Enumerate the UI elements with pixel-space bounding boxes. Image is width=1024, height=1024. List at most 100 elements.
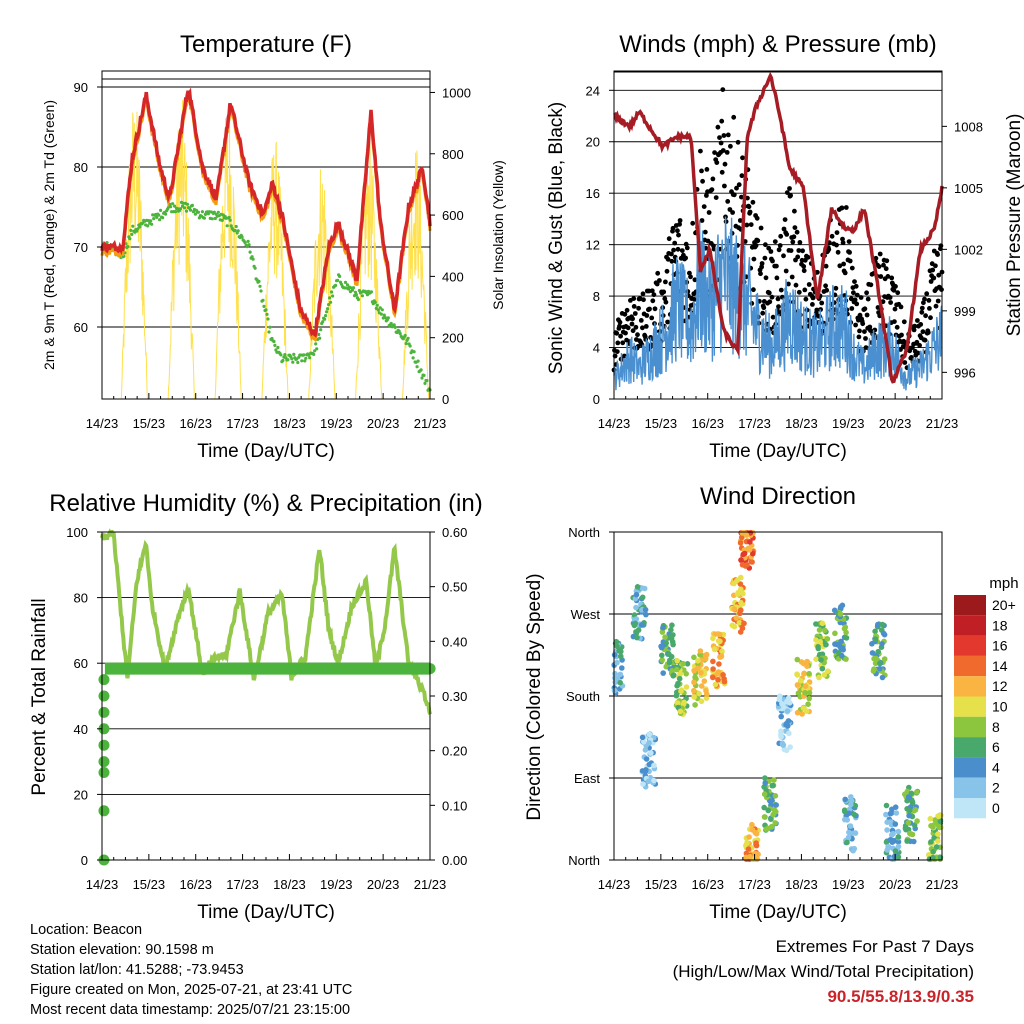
gust-point [661, 289, 667, 295]
direction-point [651, 762, 657, 769]
extremes-box: Extremes For Past 7 Days (High/Low/Max W… [673, 934, 974, 1009]
legend-swatch [954, 798, 986, 819]
gust-point [933, 263, 938, 269]
dewpoint-point [411, 356, 415, 360]
direction-point [926, 852, 932, 858]
direction-point [741, 620, 747, 627]
direction-point [872, 628, 878, 635]
winds-title: Winds (mph) & Pressure (mb) [619, 31, 936, 58]
gust-point [766, 290, 772, 296]
direction-point [794, 709, 801, 716]
y-tick-label: 16 [586, 186, 600, 201]
gust-point [762, 255, 768, 261]
gust-point [784, 232, 790, 237]
temperature-xlabel: Time (Day/UTC) [197, 441, 335, 462]
direction-point [618, 648, 624, 655]
gust-point [768, 249, 774, 254]
gust-point [792, 208, 797, 214]
gust-point [629, 321, 635, 327]
gust-point [750, 199, 756, 205]
direction-point [819, 620, 826, 627]
direction-point [819, 665, 826, 672]
gust-point [651, 292, 657, 298]
gust-point [800, 248, 805, 254]
gust-point [683, 241, 689, 247]
dewpoint-point [257, 279, 261, 283]
solar-insolation-day [401, 150, 430, 400]
gust-point [938, 243, 944, 249]
y-tick-label: South [566, 689, 600, 704]
direction-point [712, 631, 718, 637]
dewpoint-point [229, 224, 233, 228]
direction-point [643, 767, 649, 773]
gust-point [878, 274, 884, 279]
gust-point [722, 183, 727, 189]
gust-point [909, 355, 914, 360]
direction-point [617, 671, 624, 678]
y2-tick-label: 1008 [954, 119, 983, 134]
direction-point [893, 810, 900, 816]
legend-swatch [954, 635, 986, 656]
gust-point [919, 305, 925, 311]
gust-point [679, 248, 685, 254]
solar-insolation-day [355, 142, 383, 400]
y2-tick-label: 0.00 [442, 853, 467, 868]
direction-point [843, 629, 849, 636]
direction-point [670, 641, 676, 648]
direction-point [761, 804, 767, 811]
dewpoint-point [412, 350, 416, 354]
gust-point [786, 281, 791, 287]
direction-point [692, 702, 698, 708]
gust-point [631, 296, 637, 301]
gust-point [746, 204, 752, 210]
legend-swatch [954, 676, 986, 697]
direction-point [684, 661, 691, 667]
direction-point [717, 631, 723, 638]
dewpoint-point [265, 312, 269, 316]
gust-point [709, 187, 715, 193]
dewpoint-point [136, 227, 140, 231]
gust-point [692, 297, 697, 302]
direction-point [761, 814, 768, 820]
gust-point [865, 296, 871, 302]
direction-point [770, 811, 776, 818]
direction-point [670, 673, 676, 679]
y-tick-label: 0 [81, 853, 88, 868]
dewpoint-point [422, 373, 426, 377]
y2-tick-label: 1002 [954, 242, 983, 257]
gust-point [824, 287, 830, 293]
direction-point [842, 808, 848, 815]
gust-point [763, 242, 768, 248]
gust-point [895, 290, 901, 296]
gust-point [862, 306, 868, 312]
gust-point [725, 132, 731, 138]
x-tick-label: 16/23 [691, 416, 724, 431]
gust-point [664, 268, 670, 274]
gust-point [936, 272, 942, 278]
gust-point [630, 328, 636, 334]
y-tick-label: 20 [586, 135, 600, 150]
direction-point [745, 846, 752, 852]
direction-point [752, 829, 759, 836]
direction-point [908, 790, 915, 797]
x-tick-label: 19/23 [832, 877, 865, 892]
direction-point [895, 828, 902, 835]
direction-point [710, 666, 716, 672]
gust-point [687, 270, 692, 276]
direction-point [887, 837, 894, 843]
gust-point [921, 300, 926, 306]
direction-point [877, 665, 883, 672]
gust-point [636, 305, 641, 311]
gust-point [823, 283, 828, 289]
gust-point [797, 240, 803, 245]
dewpoint-point [246, 239, 250, 243]
gust-point [718, 140, 724, 146]
direction-point [804, 658, 810, 665]
dewpoint-point [373, 300, 377, 304]
direction-point [646, 731, 653, 738]
gust-point [912, 323, 918, 329]
dewpoint-point [389, 321, 393, 326]
x-tick-label: 16/23 [691, 877, 724, 892]
pressure-series [613, 71, 944, 384]
gust-point [666, 236, 672, 242]
